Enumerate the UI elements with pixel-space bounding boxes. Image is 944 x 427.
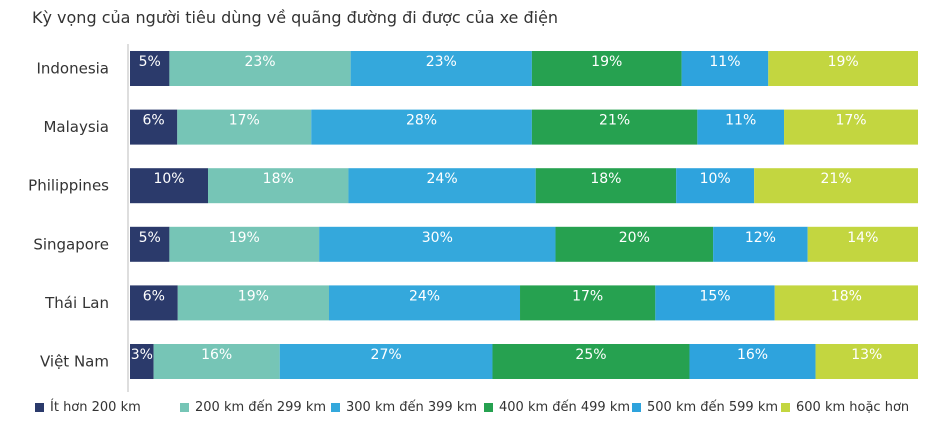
data-label: 21% (599, 113, 630, 129)
data-label: 3% (131, 347, 153, 363)
data-label: 21% (821, 171, 852, 187)
bar-segment (774, 285, 918, 321)
data-label: 18% (263, 171, 294, 187)
legend-label: 300 km đến 399 km (346, 400, 478, 415)
category-label: Thái Lan (44, 294, 109, 312)
legend-swatch (180, 403, 189, 412)
bar-segment (130, 51, 170, 86)
data-label: 6% (143, 288, 165, 304)
legend-item: 500 km đến 599 km (632, 400, 778, 415)
data-label: 19% (238, 288, 269, 304)
bar-segment (328, 285, 521, 321)
data-label: 28% (406, 113, 437, 129)
legend-item: 400 km đến 499 km (484, 400, 630, 415)
bar-segment (754, 168, 918, 204)
data-label: 18% (590, 171, 621, 187)
bar-segment (319, 226, 556, 262)
data-label: 15% (699, 288, 730, 304)
bar-segment (130, 344, 154, 379)
bar-segment (153, 344, 280, 379)
legend-label: 200 km đến 299 km (195, 400, 327, 415)
bar-segment (713, 226, 808, 262)
bar-segment (815, 344, 918, 379)
data-label: 13% (851, 347, 882, 363)
data-label: 11% (725, 113, 756, 129)
bar-segment (177, 109, 312, 145)
bar-segment (130, 168, 209, 204)
bar-segment (130, 285, 178, 321)
data-label: 12% (745, 230, 776, 246)
bar-segment (784, 109, 918, 145)
bar-segment (531, 109, 698, 145)
category-label: Singapore (33, 235, 109, 253)
data-label: 10% (153, 171, 184, 187)
data-label: 6% (143, 113, 165, 129)
data-label: 16% (201, 347, 232, 363)
data-label: 27% (371, 347, 402, 363)
data-label: 18% (831, 288, 862, 304)
data-label: 19% (828, 54, 859, 70)
bar-segment (697, 109, 785, 145)
bar-segment (350, 51, 532, 86)
data-label: 11% (709, 54, 740, 70)
category-label: Việt Nam (40, 353, 109, 371)
data-label: 30% (422, 230, 453, 246)
data-label: 23% (244, 54, 275, 70)
legend-swatch (781, 403, 790, 412)
data-label: 19% (591, 54, 622, 70)
legend-label: 400 km đến 499 km (499, 400, 631, 415)
bar-segment (768, 51, 918, 86)
bar-segment (520, 285, 656, 321)
data-label: 16% (737, 347, 768, 363)
bar-segment (689, 344, 816, 379)
bar-segment (681, 51, 769, 86)
bar-segment (130, 226, 170, 262)
bar-segment (531, 51, 682, 86)
data-label: 23% (426, 54, 457, 70)
bar-segment (311, 109, 532, 145)
legend-label: 500 km đến 599 km (647, 400, 779, 415)
data-label: 25% (575, 347, 606, 363)
legend-item: 300 km đến 399 km (331, 400, 477, 415)
bar-segment (655, 285, 775, 321)
data-label: 24% (409, 288, 440, 304)
bar-segment (208, 168, 349, 204)
chart-title: Kỳ vọng của người tiêu dùng về quãng đườ… (32, 8, 559, 27)
data-label: 10% (700, 171, 731, 187)
data-label: 14% (847, 230, 878, 246)
bar-segment (807, 226, 918, 262)
bar-segment (348, 168, 536, 204)
legend-swatch (331, 403, 340, 412)
bar-segment (169, 226, 320, 262)
bar-segment (169, 51, 351, 86)
data-label: 17% (572, 288, 603, 304)
category-label: Malaysia (43, 118, 109, 136)
bar-segment (492, 344, 690, 379)
legend-item: Ít hơn 200 km (35, 400, 141, 415)
bar-segment (130, 109, 178, 145)
legend-label: 600 km hoặc hơn (796, 400, 910, 415)
data-label: 24% (427, 171, 458, 187)
category-label: Philippines (28, 177, 109, 195)
category-label: Indonesia (36, 60, 109, 78)
stacked-bar-chart: Indonesia 5% 23% 23% 19% 11% 19% Malaysia 6% 17% 2… (28, 44, 918, 392)
data-label: 5% (139, 230, 161, 246)
bar-segment (177, 285, 329, 321)
legend-item: 600 km hoặc hơn (781, 400, 909, 415)
bar-segment (535, 168, 677, 204)
legend-swatch (484, 403, 493, 412)
legend-label: Ít hơn 200 km (50, 400, 141, 415)
bar-segment (279, 344, 493, 379)
legend-swatch (632, 403, 641, 412)
data-label: 19% (229, 230, 260, 246)
legend-item: 200 km đến 299 km (180, 400, 326, 415)
data-label: 20% (619, 230, 650, 246)
bar-segment (676, 168, 755, 204)
bar-segment (555, 226, 714, 262)
legend-swatch (35, 403, 44, 412)
chart-legend: Ít hơn 200 km 200 km đến 299 km 300 km đến… (0, 400, 944, 422)
data-label: 5% (139, 54, 161, 70)
data-label: 17% (835, 113, 866, 129)
data-label: 17% (229, 113, 260, 129)
